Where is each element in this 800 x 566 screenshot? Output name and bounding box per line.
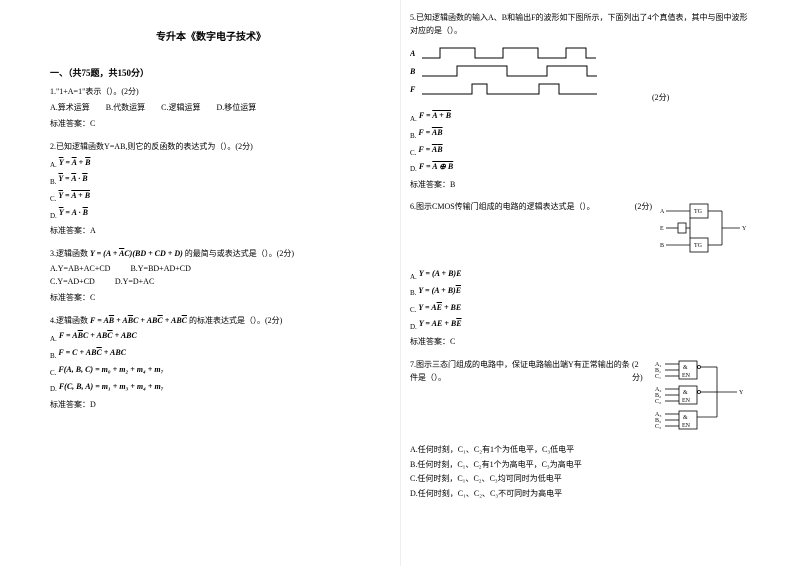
q3-opt-d: D.Y=D+AC [115,277,154,286]
svg-text:EN: EN [682,373,691,379]
q1-opts: A.算术运算 B.代数运算 C.逻辑运算 D.移位运算 [50,102,372,115]
svg-text:E: E [660,226,664,232]
q4-opt-a: A.F = ABC + ABC + ABC [50,330,372,345]
q7-opt-c: C.任何时刻，C₁、C₂、C₃均可同时为低电平 [410,473,750,486]
q7-text: 7.图示三态门组成的电路中，保证电路输出端Y有正常输出的条件是（）。 [410,359,632,385]
q1-ans: 标准答案：C [50,118,372,131]
page: 专升本《数字电子技术》 一、（共75题，共150分） 1."1+A=1"表示（）… [0,0,800,566]
q3-opt-a: A.Y=AB+AC+CD [50,264,110,273]
q5-opt-d: D.F = A ⊕ B [410,161,750,176]
svg-text:&: & [683,415,688,421]
q6-opt-a: A.Y = (A + B)E [410,268,750,283]
q5-text: 5.已知逻辑函数的输入A、B和输出F的波形如下图所示，下面列出了4个真值表，其中… [410,12,750,38]
q6-ans: 标准答案：C [410,336,750,349]
q6-circuit: A TG B TG E Y [660,201,750,266]
section-header: 一、（共75题，共150分） [50,66,372,80]
right-column: 5.已知逻辑函数的输入A、B和输出F的波形如下图所示，下面列出了4个真值表，其中… [390,0,780,566]
svg-text:C₂: C₂ [655,399,661,405]
svg-text:Y: Y [739,390,744,396]
q3-ans: 标准答案：C [50,292,372,305]
q3-opt-b: B.Y=BD+AD+CD [130,264,190,273]
q3-opts-row2: C.Y=AD+CD D.Y=D+AC [50,276,372,289]
q4-pre: 4.逻辑函数 [50,316,88,325]
q2-text: 2.已知逻辑函数Y=AB,则它的反函数的表达式为（）。(2分) [50,141,372,154]
q7-opt-b: B.任何时刻，C₁、C₂有1个为高电平，C₃为高电平 [410,459,750,472]
wave-label-a: A [410,49,416,58]
q1-text: 1."1+A=1"表示（）。(2分) [50,86,372,99]
svg-text:B: B [660,243,664,249]
svg-text:TG: TG [694,243,703,249]
q3-text: 3.逻辑函数 Y = (A + AC)(BD + CD + D) 的最简与或表达… [50,248,372,261]
svg-text:&: & [683,390,688,396]
q6-row: 6.图示CMOS传输门组成的电路的逻辑表达式是（）。 (2分) [410,201,652,217]
wave-label-b: B [410,67,416,76]
svg-text:TG: TG [694,209,703,215]
svg-text:C₁: C₁ [655,374,661,380]
q4-post: 的标准表达式是（）。(2分) [189,316,282,325]
q4-ans: 标准答案：D [50,399,372,412]
q4-opt-d: D.F(C, B, A) = m₁ + m₃ + m₄ + m₇ [50,381,372,396]
svg-text:Y: Y [742,226,747,232]
q2-opt-d: D.Y = A · B [50,207,372,222]
q4-text: 4.逻辑函数 F = AB + ABC + ABC + ABC 的标准表达式是（… [50,315,372,328]
q2-opt-c: C.Y = A + B [50,190,372,205]
q5-waveform: A B F (2分) [410,44,750,105]
q7-pts: (2分) [632,359,647,385]
svg-text:&: & [683,365,688,371]
waveform-svg: A B F [410,44,620,100]
q3-opts-row1: A.Y=AB+AC+CD B.Y=BD+AD+CD [50,263,372,276]
q7-opt-a: A.任何时刻，C₁、C₂有1个为低电平，C₃低电平 [410,444,750,457]
svg-text:C₃: C₃ [655,424,661,430]
q7-opt-d: D.任何时刻，C₁、C₂、C₃不可同时为高电平 [410,488,750,501]
q5-opt-b: B.F = AB [410,127,750,142]
q3-formula: Y = (A + AC)(BD + CD + D) [90,249,183,258]
q5-pts: (2分) [652,93,669,102]
q6-circuit-svg: A TG B TG E Y [660,201,750,261]
q4-formula: F = AB + ABC + ABC + ABC [90,316,187,325]
q7-circuit: A₁ B₁ C₁ &EN A₂ B₂ C₂ &EN A₃ B₃ C₃ &EN [655,359,750,442]
q6-opt-d: D.Y = AE + BE [410,318,750,333]
q2-ans: 标准答案：A [50,225,372,238]
left-column: 专升本《数字电子技术》 一、（共75题，共150分） 1."1+A=1"表示（）… [0,0,390,566]
q7-row: 7.图示三态门组成的电路中，保证电路输出端Y有正常输出的条件是（）。 (2分) [410,359,647,388]
q3-post: 的最简与或表达式是（）。(2分) [185,249,294,258]
svg-text:EN: EN [682,398,691,404]
q6-opt-b: B.Y = (A + B)E [410,285,750,300]
q7-circuit-svg: A₁ B₁ C₁ &EN A₂ B₂ C₂ &EN A₃ B₃ C₃ &EN [655,359,750,437]
q3-opt-c: C.Y=AD+CD [50,277,95,286]
q5-opt-c: C.F = AB [410,144,750,159]
q2-opt-b: B.Y = A · B [50,173,372,188]
wave-label-f: F [410,85,416,94]
q2-opt-a: A.Y = A + B [50,157,372,172]
q6-text: 6.图示CMOS传输门组成的电路的逻辑表达式是（）。 [410,201,595,214]
q4-opt-b: B.F = C + ABC + ABC [50,347,372,362]
q5-ans: 标准答案：B [410,179,750,192]
q3-pre: 3.逻辑函数 [50,249,88,258]
svg-text:A: A [660,209,665,215]
q4-opt-c: C.F(A, B, C) = m₀ + m₂ + m₄ + m₇ [50,364,372,379]
column-divider [400,0,401,566]
q5-opt-a: A.F = A + B [410,110,750,125]
svg-text:EN: EN [682,423,691,429]
q6-pts: (2分) [635,201,652,214]
doc-title: 专升本《数字电子技术》 [50,30,372,46]
q6-opt-c: C.Y = AE + BE [410,302,750,317]
